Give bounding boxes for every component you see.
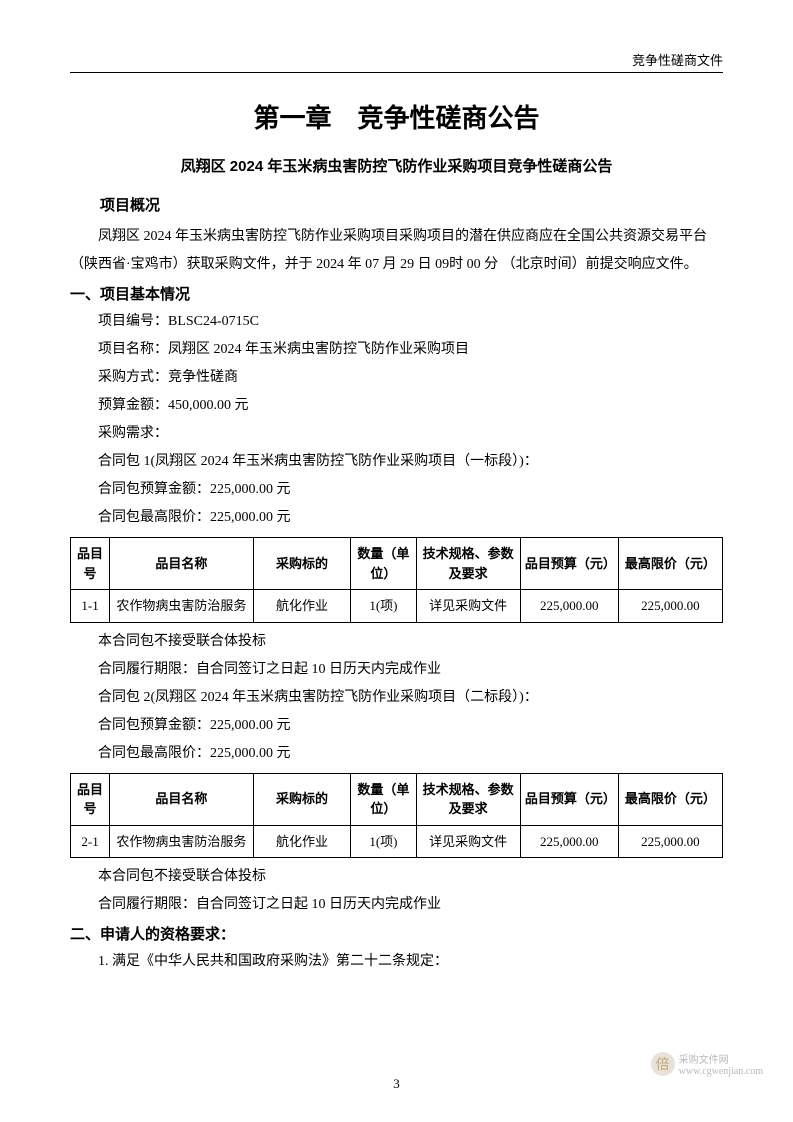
- watermark-text: 采购文件网 www.cgwenjian.com: [679, 1051, 763, 1077]
- td-target: 航化作业: [253, 825, 351, 858]
- budget-amount: 预算金额：450,000.00 元: [70, 392, 723, 420]
- demand-label: 采购需求：: [70, 420, 723, 448]
- th-max: 最高限价（元）: [618, 538, 722, 590]
- pkg2-note-period: 合同履行期限：自合同签订之日起 10 日历天内完成作业: [70, 891, 723, 919]
- td-name: 农作物病虫害防治服务: [110, 590, 253, 623]
- td-budget: 225,000.00: [520, 590, 618, 623]
- chapter-title: 第一章 竞争性磋商公告: [70, 98, 723, 135]
- pkg1-note-period: 合同履行期限：自合同签订之日起 10 日历天内完成作业: [70, 656, 723, 684]
- th-qty: 数量（单位）: [351, 773, 416, 825]
- project-name: 项目名称：凤翔区 2024 年玉米病虫害防控飞防作业采购项目: [70, 336, 723, 364]
- pkg2-max: 合同包最高限价：225,000.00 元: [70, 740, 723, 768]
- section1-heading: 一、项目基本情况: [70, 283, 723, 304]
- pkg2-note-no-joint: 本合同包不接受联合体投标: [70, 863, 723, 891]
- td-id: 2-1: [71, 825, 110, 858]
- td-qty: 1(项): [351, 825, 416, 858]
- table-header-row: 品目号 品目名称 采购标的 数量（单位） 技术规格、参数及要求 品目预算（元） …: [71, 773, 723, 825]
- doc-type-label: 竞争性磋商文件: [632, 53, 723, 68]
- td-max: 225,000.00: [618, 825, 722, 858]
- td-budget: 225,000.00: [520, 825, 618, 858]
- pkg2-budget: 合同包预算金额：225,000.00 元: [70, 712, 723, 740]
- th-target: 采购标的: [253, 773, 351, 825]
- pkg2-title: 合同包 2(凤翔区 2024 年玉米病虫害防控飞防作业采购项目（二标段）)：: [70, 684, 723, 712]
- overview-body: 凤翔区 2024 年玉米病虫害防控飞防作业采购项目采购项目的潜在供应商应在全国公…: [70, 223, 723, 279]
- td-id: 1-1: [71, 590, 110, 623]
- pkg1-title: 合同包 1(凤翔区 2024 年玉米病虫害防控飞防作业采购项目（一标段）)：: [70, 448, 723, 476]
- pkg2-table: 品目号 品目名称 采购标的 数量（单位） 技术规格、参数及要求 品目预算（元） …: [70, 773, 723, 859]
- td-name: 农作物病虫害防治服务: [110, 825, 253, 858]
- th-budget: 品目预算（元）: [520, 773, 618, 825]
- th-spec: 技术规格、参数及要求: [416, 538, 520, 590]
- watermark: 倍 采购文件网 www.cgwenjian.com: [651, 1051, 763, 1077]
- td-spec: 详见采购文件: [416, 825, 520, 858]
- page-header: 竞争性磋商文件: [70, 50, 723, 73]
- th-target: 采购标的: [253, 538, 351, 590]
- th-qty: 数量（单位）: [351, 538, 416, 590]
- th-spec: 技术规格、参数及要求: [416, 773, 520, 825]
- page-number: 3: [0, 1076, 793, 1092]
- td-qty: 1(项): [351, 590, 416, 623]
- table-row: 1-1 农作物病虫害防治服务 航化作业 1(项) 详见采购文件 225,000.…: [71, 590, 723, 623]
- pkg1-budget: 合同包预算金额：225,000.00 元: [70, 476, 723, 504]
- pkg1-table: 品目号 品目名称 采购标的 数量（单位） 技术规格、参数及要求 品目预算（元） …: [70, 537, 723, 623]
- td-spec: 详见采购文件: [416, 590, 520, 623]
- th-id: 品目号: [71, 773, 110, 825]
- overview-heading: 项目概况: [70, 194, 723, 215]
- pkg1-note-no-joint: 本合同包不接受联合体投标: [70, 628, 723, 656]
- table-header-row: 品目号 品目名称 采购标的 数量（单位） 技术规格、参数及要求 品目预算（元） …: [71, 538, 723, 590]
- section2-heading: 二、申请人的资格要求：: [70, 923, 723, 944]
- th-name: 品目名称: [110, 773, 253, 825]
- th-id: 品目号: [71, 538, 110, 590]
- th-max: 最高限价（元）: [618, 773, 722, 825]
- td-max: 225,000.00: [618, 590, 722, 623]
- procurement-method: 采购方式：竞争性磋商: [70, 364, 723, 392]
- project-number: 项目编号：BLSC24-0715C: [70, 308, 723, 336]
- table-row: 2-1 农作物病虫害防治服务 航化作业 1(项) 详见采购文件 225,000.…: [71, 825, 723, 858]
- td-target: 航化作业: [253, 590, 351, 623]
- th-budget: 品目预算（元）: [520, 538, 618, 590]
- announcement-subtitle: 凤翔区 2024 年玉米病虫害防控飞防作业采购项目竞争性磋商公告: [70, 155, 723, 176]
- section2-line1: 1. 满足《中华人民共和国政府采购法》第二十二条规定：: [70, 948, 723, 976]
- th-name: 品目名称: [110, 538, 253, 590]
- watermark-icon: 倍: [651, 1052, 675, 1076]
- pkg1-max: 合同包最高限价：225,000.00 元: [70, 504, 723, 532]
